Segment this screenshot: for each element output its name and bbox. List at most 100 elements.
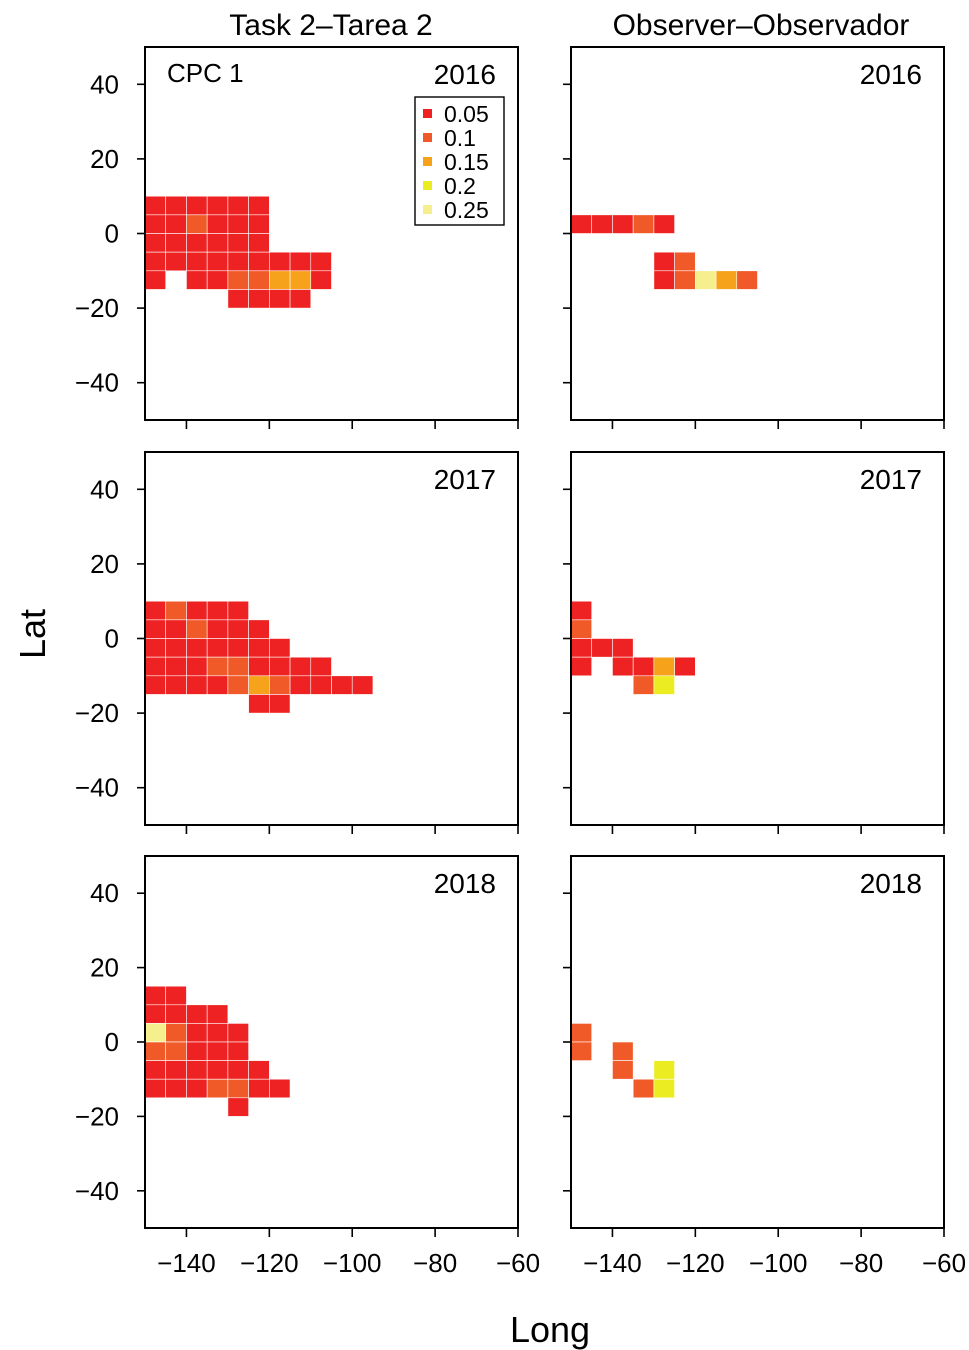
heatmap-cell xyxy=(165,1078,187,1099)
heatmap-cell xyxy=(186,1078,208,1099)
x-tick-label: −100 xyxy=(749,1248,808,1278)
heatmap-cell xyxy=(206,1023,229,1043)
y-tick-label: 20 xyxy=(90,144,119,174)
heatmap-cell xyxy=(186,233,208,253)
heatmap-cell xyxy=(269,251,291,272)
heatmap-cell xyxy=(227,1097,249,1117)
heatmap-cell xyxy=(206,1060,229,1080)
heatmap-cell xyxy=(248,638,270,658)
heatmap-cell xyxy=(227,675,249,695)
heatmap-cell xyxy=(165,985,187,1006)
heatmap-cell xyxy=(310,270,332,290)
heatmap-cell xyxy=(206,214,229,234)
heatmap-cell xyxy=(165,214,187,234)
heatmap-cell xyxy=(653,214,675,234)
heatmap-cell xyxy=(612,638,634,658)
legend-swatch xyxy=(423,133,432,142)
heatmap-cell xyxy=(206,270,229,290)
legend-swatch xyxy=(423,109,432,118)
y-tick-label: 0 xyxy=(105,219,119,249)
y-tick-label: −20 xyxy=(75,698,119,728)
heatmap-cell xyxy=(144,214,167,234)
heatmap-cell xyxy=(144,1041,167,1061)
heatmap-cell xyxy=(715,270,738,290)
heatmap-cell xyxy=(186,675,208,695)
heatmap-cell xyxy=(227,600,249,621)
heatmap-cell xyxy=(653,251,675,272)
heatmap-cell xyxy=(612,656,634,677)
x-tick-label: −120 xyxy=(240,1248,299,1278)
heatmap-cell xyxy=(186,1041,208,1061)
heatmap-cell xyxy=(674,656,696,677)
heatmap-cell xyxy=(310,251,332,272)
panel-task2-2016: 40 20 0 −20 −40 2016 CPC 1 0.050.10.150.20.25 xyxy=(75,46,519,429)
heatmap-cell xyxy=(227,289,249,309)
heatmap-cell xyxy=(206,233,229,253)
heatmap-cell xyxy=(144,985,167,1006)
panel-year-label: 2017 xyxy=(434,464,496,495)
heatmap-cell xyxy=(674,270,696,290)
heatmap-cell xyxy=(165,675,187,695)
legend-swatch xyxy=(423,181,432,190)
heatmap-cell xyxy=(248,694,270,714)
heatmap-cell xyxy=(227,619,249,639)
heatmap-cell xyxy=(632,214,655,234)
x-tick-label: −80 xyxy=(413,1248,457,1278)
y-tick-label: 0 xyxy=(105,1027,119,1057)
heatmap-cell xyxy=(570,1041,593,1061)
heatmap-cell xyxy=(248,270,270,290)
y-tick-label: −40 xyxy=(75,368,119,398)
heatmap-cell xyxy=(269,656,291,677)
heatmap-cell xyxy=(248,1060,270,1080)
panel-task2-2017: 40 20 0 −20 −40 2017 xyxy=(75,451,519,834)
x-tick-label: −60 xyxy=(922,1248,966,1278)
heatmap-cell xyxy=(331,675,353,695)
heatmap-cell xyxy=(227,656,249,677)
heatmap-cell xyxy=(570,214,593,234)
heatmap-cell xyxy=(289,270,312,290)
legend-label: 0.05 xyxy=(444,101,489,127)
heatmap-cell xyxy=(144,675,167,695)
heatmap-cell xyxy=(289,656,312,677)
panel-task2-2018: 40 20 0 −20 −40 −140 −120 −100 −80 −60 2018 xyxy=(75,855,540,1278)
heatmap-cell xyxy=(269,289,291,309)
heatmap-cell xyxy=(206,619,229,639)
heatmap-cell xyxy=(227,214,249,234)
panel-observer-2018: −140 −120 −100 −80 −60 2018 xyxy=(563,855,966,1278)
heatmap-cell xyxy=(186,656,208,677)
panel-observer-2017: 2017 xyxy=(563,451,945,834)
x-tick-label: −140 xyxy=(157,1248,216,1278)
y-tick-label: −20 xyxy=(75,293,119,323)
heatmap-cell xyxy=(206,251,229,272)
legend-label: 0.15 xyxy=(444,149,489,175)
heatmap-cell xyxy=(351,675,374,695)
heatmap-cell xyxy=(206,1041,229,1061)
heatmap-cell xyxy=(653,656,675,677)
panel-year-label: 2018 xyxy=(860,868,922,899)
heatmap-cell xyxy=(165,1023,187,1043)
heatmap-cell xyxy=(632,656,655,677)
heatmap-cell xyxy=(144,1078,167,1099)
heatmap-cell xyxy=(248,619,270,639)
heatmap-cell xyxy=(591,214,613,234)
heatmap-cell xyxy=(144,600,167,621)
heatmap-cell xyxy=(227,251,249,272)
heatmap-cell xyxy=(612,1060,634,1080)
heatmap-cell xyxy=(310,675,332,695)
heatmap-cell xyxy=(653,675,675,695)
heatmap-cell xyxy=(227,638,249,658)
heatmap-cell xyxy=(227,270,249,290)
y-tick-label: 0 xyxy=(105,624,119,654)
heatmap-cell xyxy=(144,1023,167,1043)
heatmap-cell xyxy=(206,1004,229,1024)
x-tick-label: −60 xyxy=(496,1248,540,1278)
heatmap-cell xyxy=(165,1004,187,1024)
heatmap-cell xyxy=(736,270,758,290)
x-tick-label: −80 xyxy=(839,1248,883,1278)
heatmap-cell xyxy=(248,251,270,272)
panel-year-label: 2016 xyxy=(860,59,922,90)
heatmap-cell xyxy=(144,1004,167,1024)
heatmap-cell xyxy=(206,656,229,677)
legend-swatch xyxy=(423,157,432,166)
heatmap-cell xyxy=(632,675,655,695)
